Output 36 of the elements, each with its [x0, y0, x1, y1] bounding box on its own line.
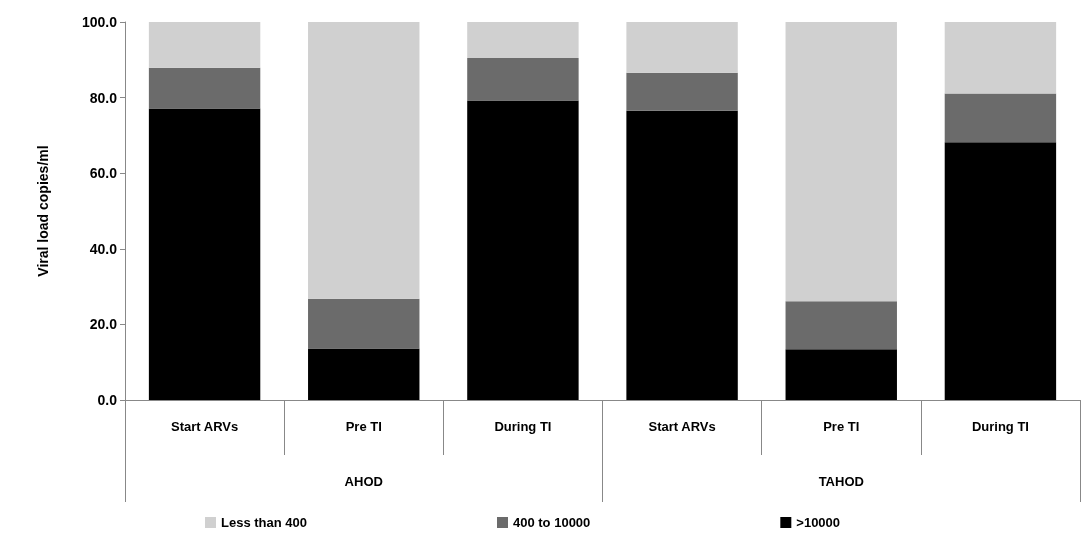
bar: [626, 110, 738, 400]
bar: [467, 57, 579, 101]
text: AHOD: [344, 474, 383, 489]
y-tick-label: 40.0: [89, 240, 118, 257]
bar: [148, 22, 261, 68]
bar: [785, 301, 897, 350]
y-tick-label: 20.0: [89, 316, 118, 333]
bar: [785, 22, 897, 302]
bar: [148, 67, 261, 109]
y-tick-label: 80.0: [89, 89, 118, 106]
bar: [308, 298, 420, 349]
bar: [626, 22, 738, 73]
x-tick-label: During TI: [494, 419, 552, 434]
legend-label: Less than 400: [221, 515, 307, 530]
x-tick-label: During TI: [971, 419, 1029, 434]
y-axis-title: Viral load copies/ml: [35, 145, 51, 277]
x-tick-label: Pre TI: [823, 419, 860, 434]
bar: [944, 22, 1057, 94]
x-tick-label: Start ARVs: [648, 419, 716, 434]
y-tick-label: 100.0: [81, 14, 118, 30]
text: TAHOD: [818, 474, 864, 489]
bar: [785, 349, 897, 400]
legend-label: >10000: [796, 515, 841, 530]
bar: [467, 100, 579, 400]
bar: [148, 108, 261, 400]
bar: [626, 72, 738, 111]
x-tick-label: Start ARVs: [170, 419, 239, 434]
bar: [308, 22, 420, 299]
bar: [944, 142, 1057, 400]
legend-label: 400 to 10000: [512, 515, 591, 530]
y-tick-label: 0.0: [97, 392, 118, 408]
bar: [944, 93, 1057, 143]
x-tick-label: Pre TI: [345, 419, 382, 434]
y-tick-label: 60.0: [89, 165, 118, 182]
bar: [467, 22, 579, 58]
bar: [308, 348, 420, 400]
